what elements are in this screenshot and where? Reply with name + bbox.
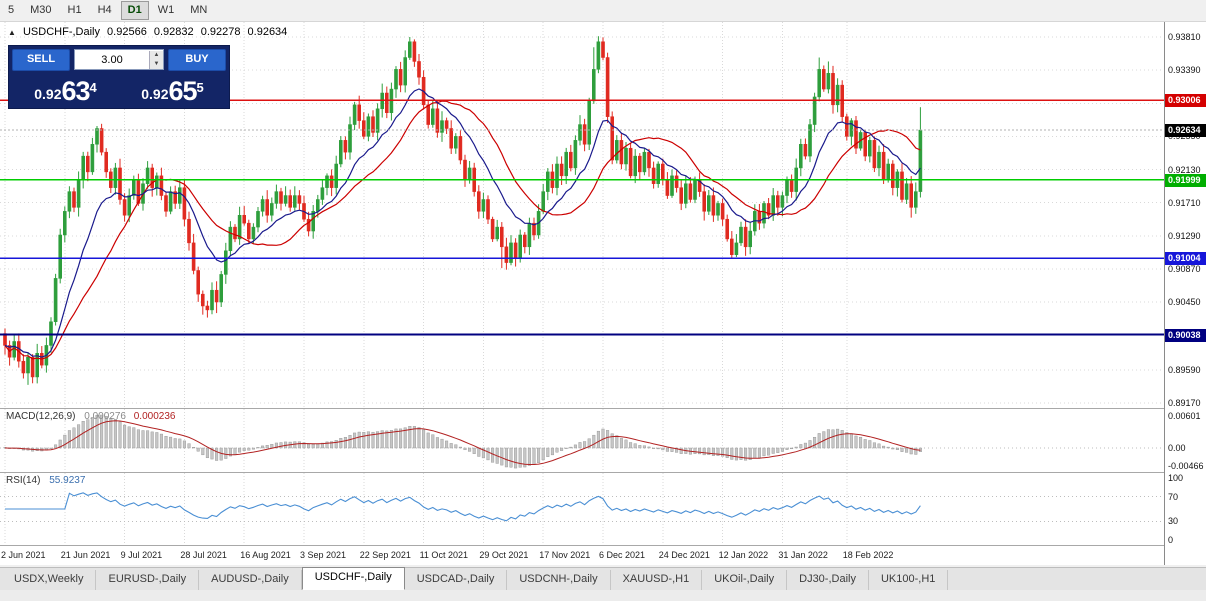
price-axis-label: 0.89590: [1168, 364, 1201, 375]
buy-price[interactable]: 0.92 65 5: [119, 71, 226, 107]
level-price-badge: 0.91004: [1165, 252, 1206, 266]
rsi-axis-label: 0: [1168, 535, 1174, 545]
buy-price-pips: 65: [168, 76, 197, 106]
volume-spinner: ▲ ▼: [149, 50, 163, 69]
macd-axis-label: 0.00601: [1168, 411, 1201, 421]
date-axis-label: 11 Oct 2021: [419, 550, 468, 560]
date-axis-label: 31 Jan 2022: [778, 550, 828, 560]
price-axis[interactable]: 0.938100.933900.929700.925500.921300.917…: [1164, 22, 1206, 565]
period-button-d1[interactable]: D1: [120, 1, 149, 20]
rsi-axis-label: 30: [1168, 516, 1179, 527]
rsi-value: 55.9237: [49, 475, 86, 486]
status-strip: [0, 590, 1206, 601]
price-axis-label: 0.90870: [1168, 263, 1201, 274]
sell-price[interactable]: 0.92 63 4: [12, 71, 119, 107]
volume-down-icon[interactable]: ▼: [150, 59, 163, 69]
tab-audusd-daily[interactable]: AUDUSD-,Daily: [199, 570, 302, 590]
chart-symbol-label: USDCHF-,Daily: [22, 26, 100, 38]
tab-usdchf-daily[interactable]: USDCHF-,Daily: [301, 567, 405, 590]
period-button-mn[interactable]: MN: [190, 4, 208, 16]
rsi-title-row: RSI(14) 55.9237: [6, 475, 85, 486]
rsi-axis-label: 70: [1168, 491, 1179, 502]
period-button-w1[interactable]: W1: [157, 4, 175, 16]
date-axis-label: 29 Oct 2021: [479, 550, 529, 560]
macd-main-value: 0.000276: [84, 411, 126, 422]
period-button-m30[interactable]: M30: [30, 4, 52, 16]
level-price-badge: 0.93006: [1165, 94, 1206, 108]
date-axis-label: 21 Jun 2021: [60, 550, 111, 560]
date-axis-label: 3 Sep 2021: [300, 550, 347, 560]
buy-button[interactable]: BUY: [168, 48, 226, 71]
volume-up-icon[interactable]: ▲: [150, 50, 163, 60]
pane-separator: [0, 545, 1206, 546]
chart-ohlc-header: ▲ USDCHF-,Daily 0.92566 0.92832 0.92278 …: [8, 26, 291, 38]
price-axis-label: 0.93810: [1168, 32, 1201, 42]
volume-field[interactable]: 3.00 ▲ ▼: [74, 49, 164, 70]
tab-eurusd-daily[interactable]: EURUSD-,Daily: [96, 570, 200, 590]
macd-pane[interactable]: [0, 409, 1164, 472]
ohlc-close: 0.92634: [247, 26, 288, 38]
tab-usdcnh-daily[interactable]: USDCNH-,Daily: [507, 570, 611, 590]
macd-axis-label: -0.00466: [1168, 461, 1204, 471]
tab-dj30-daily[interactable]: DJ30-,Daily: [787, 570, 869, 590]
date-axis-label: 16 Aug 2021: [240, 550, 291, 560]
price-axis-label: 0.91710: [1168, 197, 1201, 208]
price-axis-label: 0.89170: [1168, 398, 1201, 408]
date-axis-label: 6 Dec 2021: [599, 550, 646, 560]
rsi-title: RSI(14): [6, 475, 41, 486]
ohlc-low: 0.92278: [200, 26, 241, 38]
one-click-trading-panel: SELL 3.00 ▲ ▼ BUY 0.92 63 4 0.92 65 5: [8, 45, 230, 109]
period-button-h4[interactable]: H4: [97, 4, 112, 16]
buy-price-sup: 5: [196, 80, 204, 95]
date-axis-label: 18 Feb 2022: [842, 550, 894, 560]
sell-button[interactable]: SELL: [12, 48, 70, 71]
rsi-pane[interactable]: [0, 473, 1164, 545]
bid-price-badge: 0.92634: [1165, 123, 1206, 137]
price-axis-label: 0.91290: [1168, 230, 1201, 241]
tab-ukoil-daily[interactable]: UKOil-,Daily: [702, 570, 788, 590]
period-toolbar: 5 M30 H1 H4 D1 W1 MN: [0, 0, 1206, 22]
sell-price-pips: 63: [61, 76, 90, 106]
volume-value[interactable]: 3.00: [101, 53, 123, 66]
chart-tab-bar: USDX,Weekly EURUSD-,Daily AUDUSD-,Daily USD…: [0, 567, 1206, 590]
date-axis-label: 28 Jul 2021: [180, 550, 227, 560]
date-axis-label: 2 Jun 2021: [1, 550, 46, 560]
tab-usdcad-daily[interactable]: USDCAD-,Daily: [405, 570, 508, 590]
macd-axis-label: 0.00: [1168, 443, 1186, 453]
period-button-5[interactable]: 5: [8, 4, 15, 16]
sell-price-base: 0.92: [34, 86, 62, 102]
time-axis[interactable]: 2 Jun 2021 21 Jun 2021 9 Jul 2021 28 Jul 20…: [0, 546, 1164, 565]
rsi-axis-label: 100: [1168, 473, 1184, 483]
macd-title-row: MACD(12,26,9) 0.000276 0.000236: [6, 411, 175, 422]
macd-title: MACD(12,26,9): [6, 411, 76, 422]
ohlc-high: 0.92832: [153, 26, 194, 38]
price-axis-label: 0.93390: [1168, 65, 1201, 76]
date-axis-label: 12 Jan 2022: [718, 550, 769, 560]
buy-price-base: 0.92: [141, 86, 169, 102]
price-axis-label: 0.90450: [1168, 297, 1201, 308]
macd-signal-value: 0.000236: [133, 411, 176, 422]
tab-xauusd-h1[interactable]: XAUUSD-,H1: [611, 570, 703, 590]
sell-price-sup: 4: [89, 80, 97, 95]
ohlc-open: 0.92566: [107, 26, 147, 38]
tab-usdx-weekly[interactable]: USDX,Weekly: [2, 570, 97, 590]
pane-separator[interactable]: [0, 472, 1206, 473]
price-axis-label: 0.92130: [1168, 164, 1201, 175]
level-price-badge: 0.91999: [1165, 173, 1206, 187]
one-click-collapse-icon[interactable]: ▲: [8, 28, 16, 37]
date-axis-label: 9 Jul 2021: [120, 550, 163, 560]
date-axis-label: 22 Sep 2021: [359, 550, 411, 560]
tab-uk100-h1[interactable]: UK100-,H1: [869, 570, 949, 590]
level-price-badge: 0.90038: [1165, 328, 1206, 342]
date-axis-label: 17 Nov 2021: [539, 550, 591, 560]
date-axis-label: 24 Dec 2021: [658, 550, 710, 560]
pane-separator[interactable]: [0, 408, 1206, 409]
period-button-h1[interactable]: H1: [67, 4, 82, 16]
